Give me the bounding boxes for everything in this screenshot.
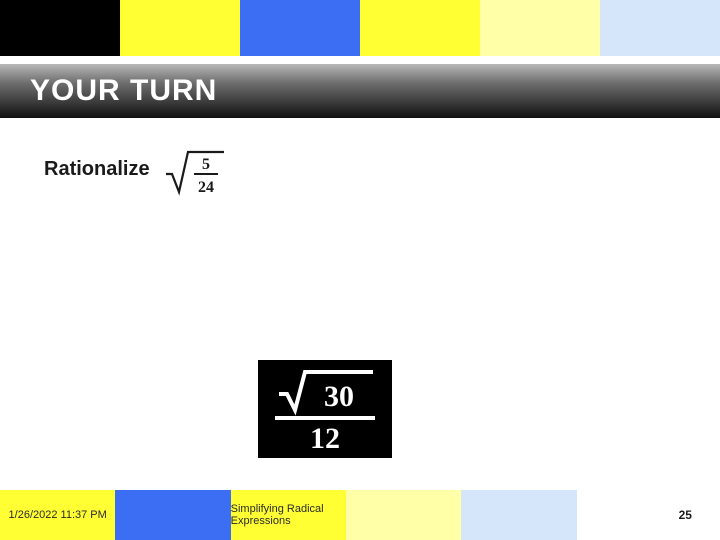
slide-topic: Simplifying Radical Expressions xyxy=(231,503,346,527)
slide-number: 25 xyxy=(679,508,692,522)
band-segment xyxy=(240,0,360,56)
footer-segment-timestamp: 1/26/2022 11:37 PM xyxy=(0,490,115,540)
footer-segment-page: 25 xyxy=(577,490,720,540)
band-segment xyxy=(360,0,480,56)
svg-text:5: 5 xyxy=(202,156,210,173)
title-bar: YOUR TURN xyxy=(0,64,720,118)
footer-segment xyxy=(346,490,461,540)
footer-segment xyxy=(115,490,230,540)
svg-text:24: 24 xyxy=(198,179,214,196)
band-segment xyxy=(120,0,240,56)
footer-band: 1/26/2022 11:37 PM Simplifying Radical E… xyxy=(0,490,720,540)
top-color-band xyxy=(0,0,720,56)
answer-expression: 30 12 xyxy=(265,366,385,452)
svg-text:12: 12 xyxy=(310,422,340,452)
page-title: YOUR TURN xyxy=(0,74,217,108)
slide-timestamp: 1/26/2022 11:37 PM xyxy=(9,509,107,521)
question-prompt: Rationalize 5 24 xyxy=(44,140,226,201)
svg-text:30: 30 xyxy=(324,380,354,413)
footer-segment-topic: Simplifying Radical Expressions xyxy=(231,490,346,540)
band-segment xyxy=(600,0,720,56)
band-segment xyxy=(480,0,600,56)
question-expression: 5 24 xyxy=(164,144,226,205)
slide-content: Rationalize 5 24 30 12 xyxy=(0,128,720,490)
prompt-label: Rationalize xyxy=(44,140,150,181)
footer-segment xyxy=(461,490,576,540)
band-segment xyxy=(0,0,120,56)
answer-box: 30 12 xyxy=(258,360,392,458)
